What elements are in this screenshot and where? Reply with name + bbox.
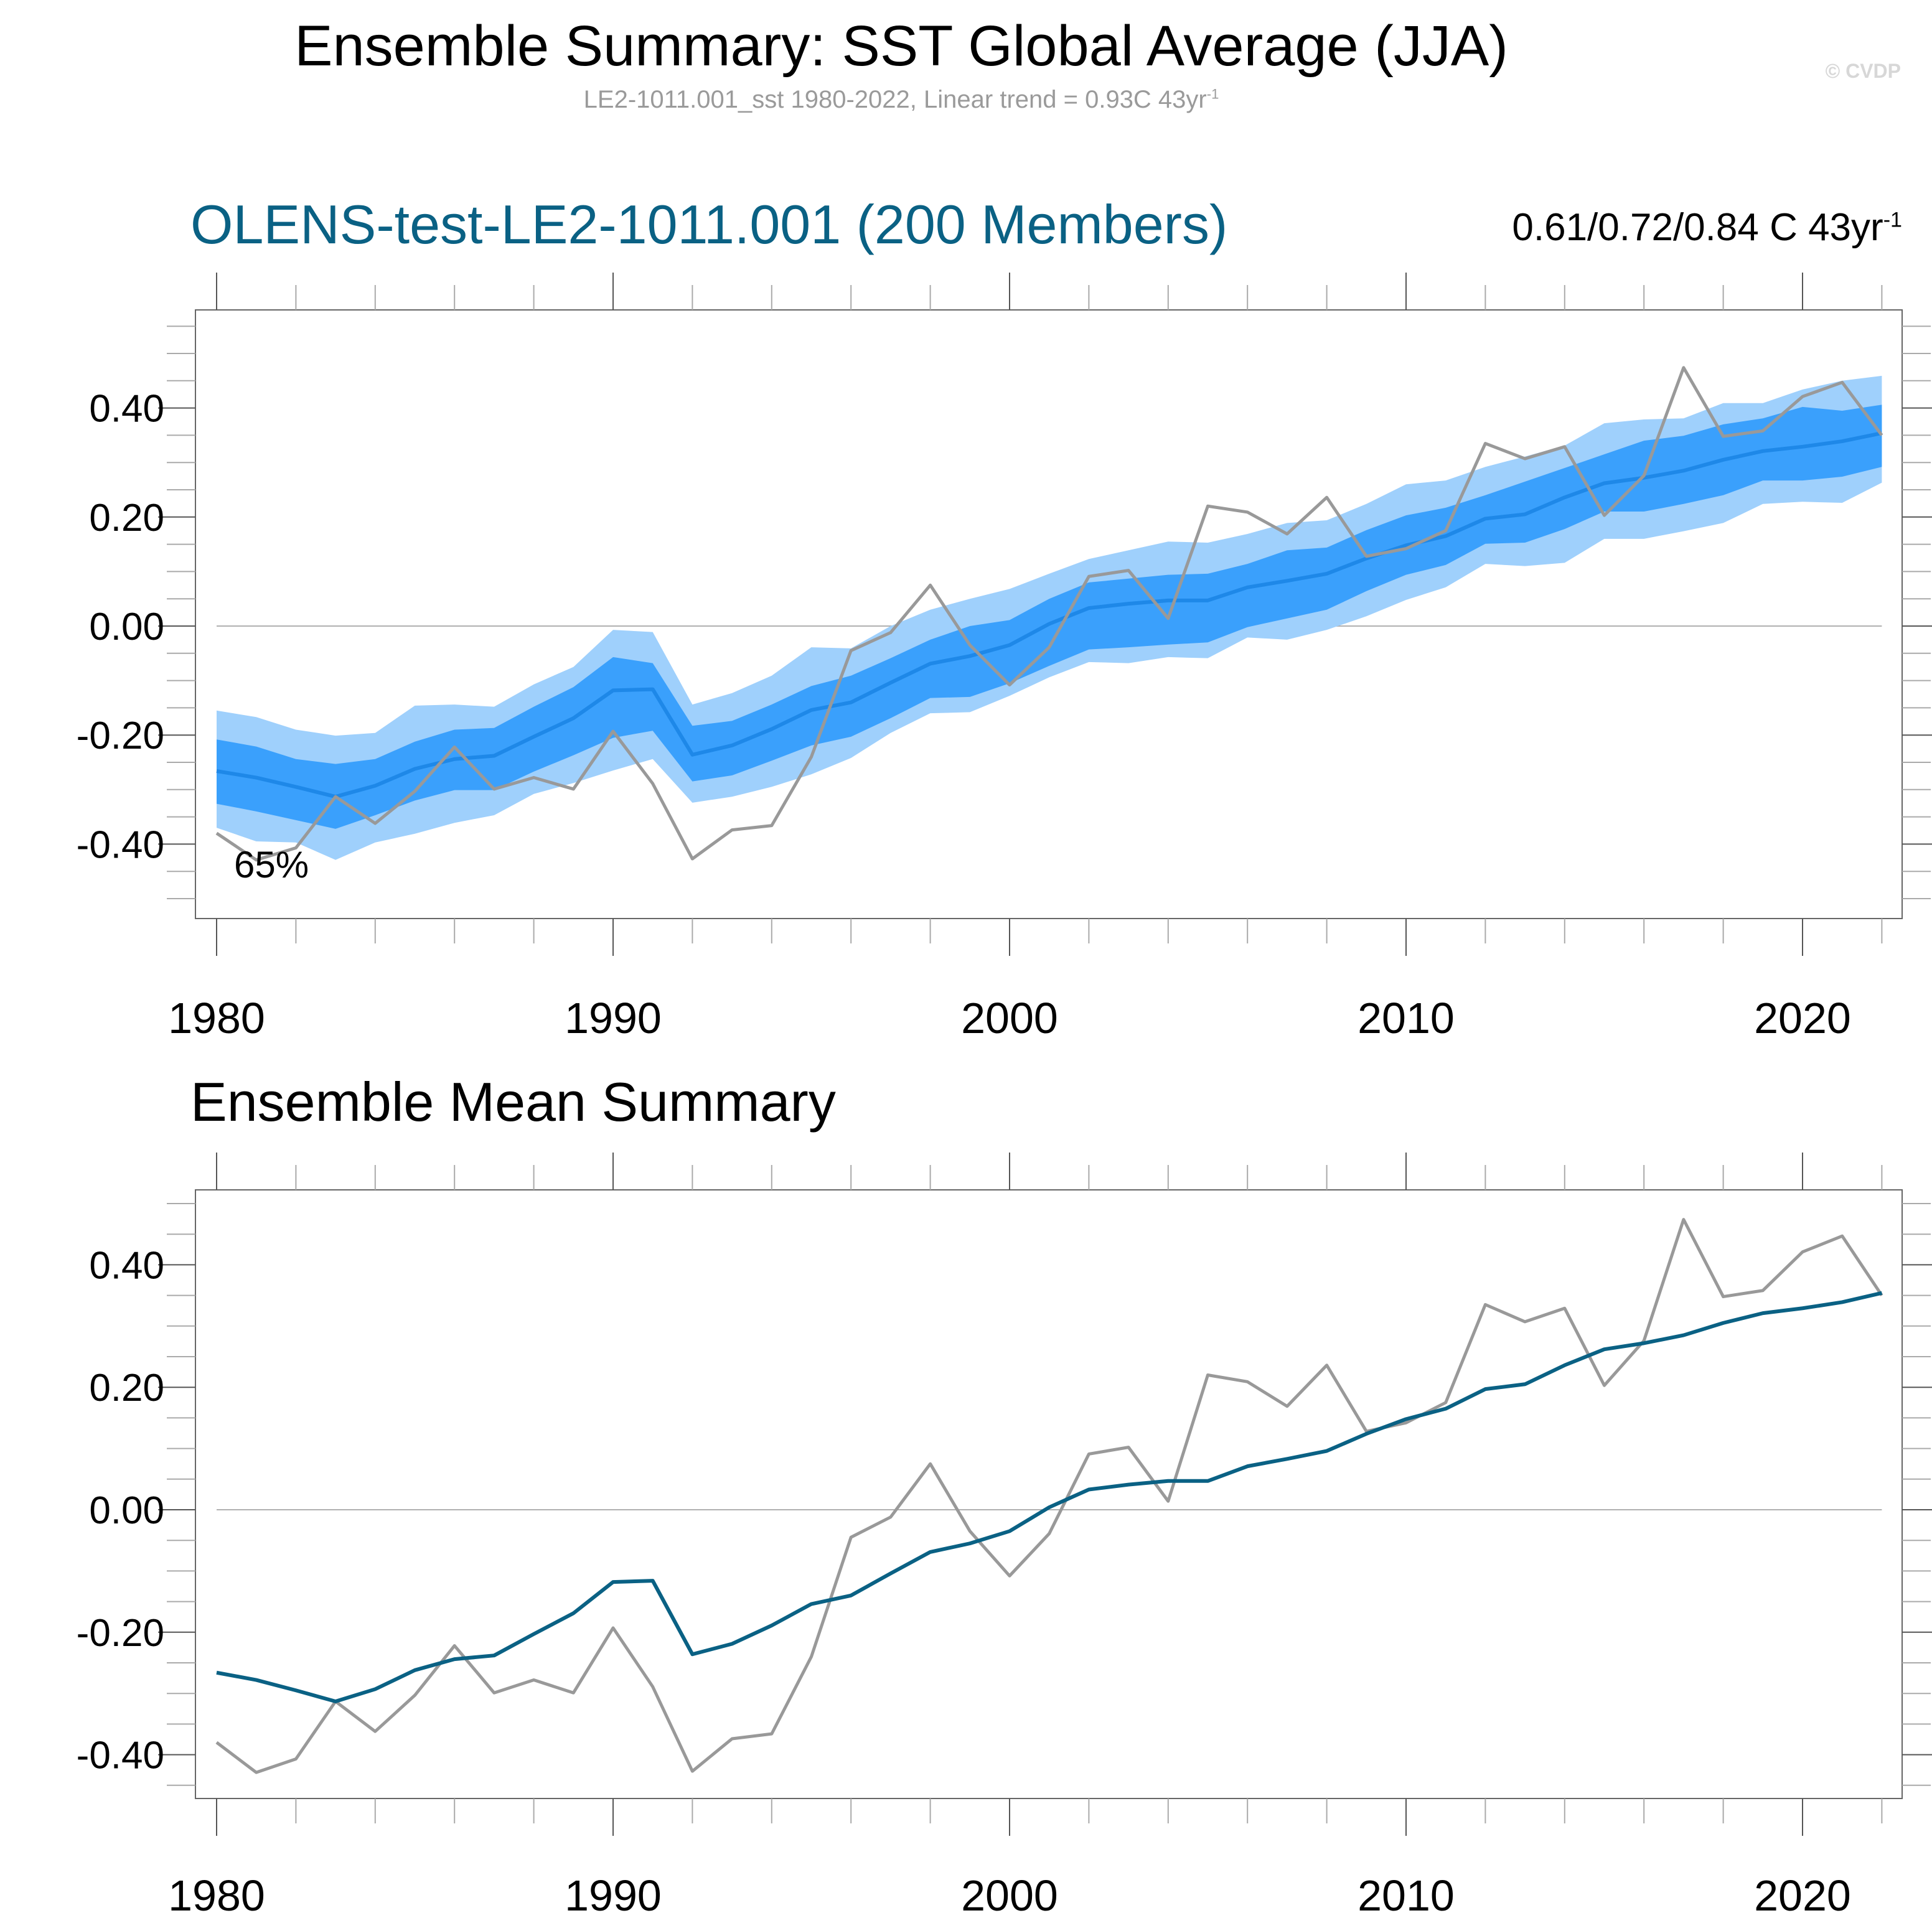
y-tick-label: 0.40 [89, 1244, 164, 1287]
x-tick-label: 1980 [168, 994, 265, 1042]
x-tick-label: 2010 [1358, 1871, 1455, 1913]
inner-spread-band [217, 405, 1882, 829]
watermark: © CVDP [1825, 60, 1901, 82]
ensemble-mean-line [216, 1291, 1883, 1703]
ensemble-mean-chart: 0.40 0.20 0.00 -0.20 -0.40 1980 1990 2000 2010 20… [77, 1153, 1932, 1913]
observations-line [215, 1218, 1883, 1774]
y-tick-label: -0.20 [77, 714, 164, 757]
y-tick-label: -0.40 [77, 1734, 164, 1777]
subtitle-text: LE2-1011.001_sst 1980-2022, Linear trend… [583, 86, 1207, 113]
y-tick-label: 0.40 [89, 388, 164, 431]
subtitle: LE2-1011.001_sst 1980-2022, Linear trend… [0, 86, 1867, 114]
ensemble-mean-line [216, 431, 1883, 799]
percent-annotation: 65% [234, 844, 309, 886]
x-tick-label: 2010 [1358, 994, 1455, 1042]
trend-range-superscript: -1 [1883, 208, 1902, 232]
ensemble-spread-chart: 0.40 0.20 0.00 -0.20 -0.40 1980 1990 2000 2010 20… [77, 273, 1932, 1042]
y-tick-label: -0.40 [77, 823, 164, 866]
x-tick-label: 1980 [168, 1871, 265, 1913]
y-tick-label: -0.20 [77, 1612, 164, 1655]
observations-line [215, 366, 1883, 862]
ensemble-summary-panel-title: OLENS-test-LE2-1011.001 (200 Members) [190, 194, 1228, 255]
x-tick-label: 2020 [1754, 1871, 1851, 1913]
x-tick-label: 1990 [565, 1871, 662, 1913]
y-tick-label: 0.20 [89, 1367, 164, 1410]
ensemble-mean-panel-title: Ensemble Mean Summary [190, 1071, 836, 1133]
subtitle-superscript: -1 [1206, 86, 1219, 102]
y-tick-label: 0.00 [89, 606, 164, 648]
x-tick-label: 2020 [1754, 994, 1851, 1042]
trend-range-label: 0.61/0.72/0.84 C 43yr-1 [1512, 205, 1902, 250]
y-tick-label: 0.00 [89, 1489, 164, 1532]
y-tick-label: 0.20 [89, 497, 164, 540]
x-tick-label: 2000 [961, 1871, 1058, 1913]
main-title: Ensemble Summary: SST Global Average (JJ… [294, 14, 1508, 78]
x-tick-label: 2000 [961, 994, 1058, 1042]
plot-frame [195, 1189, 1903, 1799]
trend-range-text: 0.61/0.72/0.84 C 43yr [1512, 206, 1883, 249]
x-tick-label: 1990 [565, 994, 662, 1042]
plot-frame [195, 309, 1903, 919]
